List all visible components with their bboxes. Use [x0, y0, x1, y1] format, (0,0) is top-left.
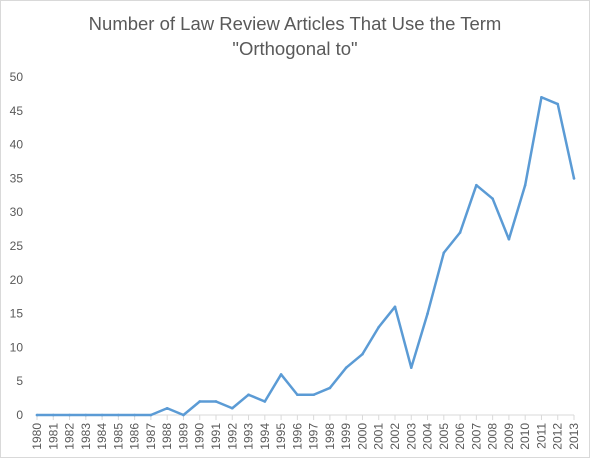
x-tick-label: 1980: [30, 423, 44, 450]
y-tick-label: 5: [16, 374, 23, 388]
x-tick-label: 2009: [502, 423, 516, 450]
x-tick-label: 1992: [225, 423, 239, 450]
y-tick-label: 30: [10, 205, 24, 219]
data-point: [214, 400, 218, 403]
x-tick-label: 1993: [242, 423, 256, 450]
x-tick-label: 1986: [128, 423, 142, 450]
x-tick-label: 2004: [421, 423, 435, 450]
x-tick-label: 1998: [323, 423, 337, 450]
data-point: [296, 393, 299, 397]
x-tick-label: 1990: [193, 423, 207, 450]
data-point: [198, 400, 202, 403]
x-tick-label: 1997: [307, 423, 321, 450]
y-axis: 0 5 10 15 20 25 30 35 40 45 50: [10, 70, 24, 422]
x-tick-label: 1987: [144, 423, 158, 450]
x-tick-label: 2002: [388, 423, 402, 450]
data-point: [35, 413, 39, 417]
data-point: [344, 366, 348, 369]
y-tick-label: 35: [10, 171, 24, 185]
x-tick-label: 2012: [551, 423, 565, 450]
data-point: [263, 400, 267, 403]
x-tick-label: 1982: [63, 423, 77, 450]
x-tick-label: 1981: [46, 423, 60, 450]
series-line: [35, 96, 576, 417]
data-point: [572, 177, 576, 180]
x-tick-label: 1983: [79, 423, 93, 450]
x-tick-label: 1984: [95, 423, 109, 450]
x-tick-label: 2005: [437, 423, 451, 450]
data-point: [442, 251, 446, 255]
x-tick-label: 1988: [160, 423, 174, 450]
data-point: [182, 413, 185, 417]
x-tick-label: 2000: [355, 423, 369, 450]
series-layer: [35, 95, 576, 417]
x-tick-label: 1999: [339, 423, 353, 450]
x-tick-label: 1994: [258, 423, 272, 450]
data-point: [100, 413, 104, 417]
data-point: [523, 183, 527, 187]
x-tick-label: 2003: [404, 423, 418, 450]
data-point: [361, 352, 364, 356]
data-point: [247, 393, 250, 397]
x-axis: 1980 1981 1982 1983 1984 1985 1986 1987 1988 1989…: [30, 414, 581, 450]
data-point: [426, 312, 429, 315]
data-point: [51, 413, 55, 417]
data-point: [312, 393, 315, 397]
data-point: [328, 386, 332, 390]
data-point: [133, 413, 136, 417]
x-tick-label: 2010: [518, 423, 532, 450]
data-point: [230, 406, 234, 410]
data-point: [540, 95, 543, 99]
x-tick-label: 2001: [372, 423, 386, 450]
chart-title-line-1: Number of Law Review Articles That Use t…: [88, 13, 502, 34]
x-tick-label: 1995: [274, 423, 288, 450]
y-tick-label: 20: [10, 273, 24, 287]
y-tick-label: 45: [10, 104, 24, 118]
x-tick-label: 2007: [469, 423, 483, 450]
x-tick-label: 1996: [290, 423, 304, 450]
data-point: [68, 413, 71, 417]
data-point: [475, 183, 478, 187]
y-tick-label: 0: [16, 408, 23, 422]
data-point: [279, 373, 283, 376]
y-tick-label: 50: [10, 70, 24, 84]
chart-title: Number of Law Review Articles That Use t…: [1, 11, 589, 61]
y-tick-label: 40: [10, 138, 24, 152]
x-tick-label: 2008: [486, 423, 500, 450]
y-tick-label: 10: [10, 340, 24, 354]
data-point: [84, 413, 88, 417]
data-point: [556, 102, 560, 106]
y-tick-label: 15: [10, 307, 24, 321]
data-point: [507, 237, 511, 241]
chart-title-line-2: "Orthogonal to": [232, 38, 358, 59]
data-point: [165, 406, 169, 410]
data-point: [149, 413, 153, 417]
y-tick-label: 25: [10, 239, 24, 253]
data-point: [409, 366, 413, 369]
data-point: [458, 231, 462, 234]
data-point: [491, 197, 494, 200]
x-tick-label: 1989: [176, 423, 190, 450]
x-tick-label: 1985: [111, 423, 125, 450]
x-tick-label: 2006: [453, 423, 467, 450]
data-point: [393, 305, 397, 309]
x-tick-label: 2013: [567, 423, 581, 450]
x-tick-label: 1991: [209, 423, 223, 450]
data-point: [117, 413, 120, 417]
x-tick-label: 2011: [534, 423, 548, 449]
data-point: [377, 325, 381, 329]
